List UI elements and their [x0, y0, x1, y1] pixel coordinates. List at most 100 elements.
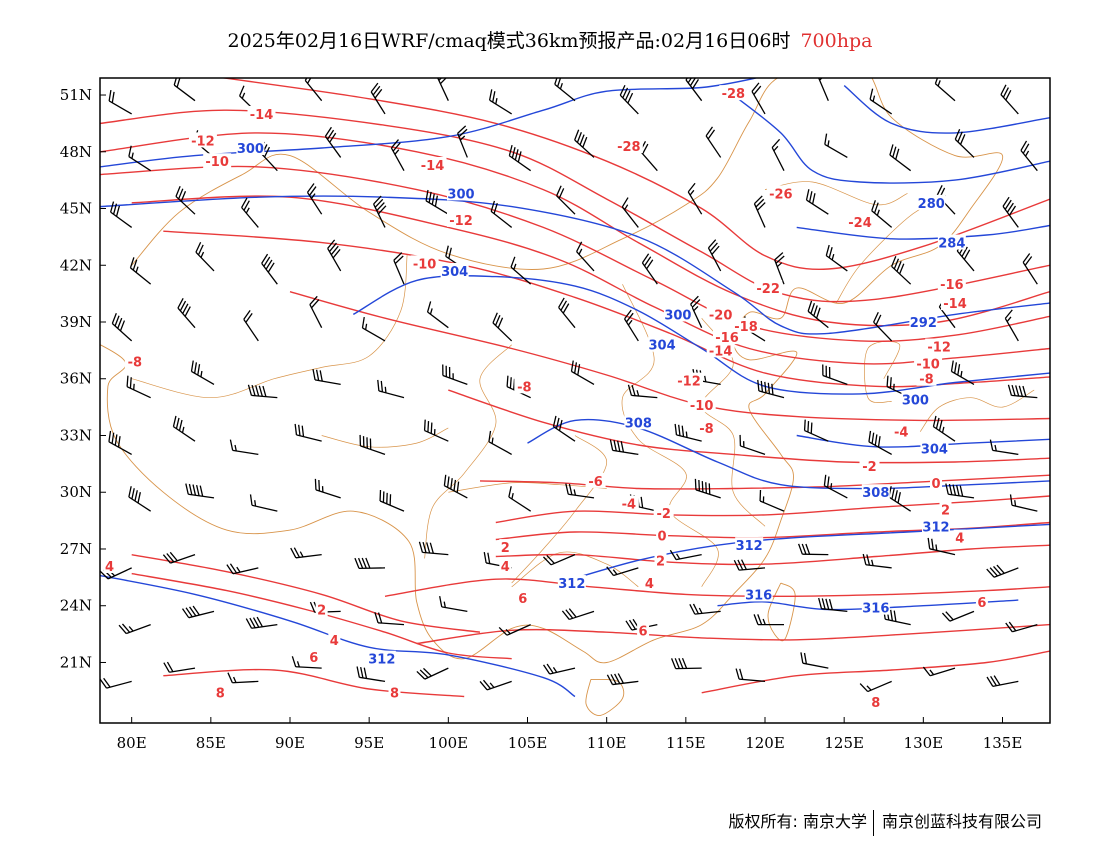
geopotential-label-bg — [557, 575, 586, 591]
geopotential-label: 316 — [745, 588, 772, 603]
temperature-label-bg — [914, 355, 943, 371]
temperature-label-bg — [315, 601, 328, 617]
wind-barb — [304, 78, 323, 102]
geopotential-label-bg — [236, 139, 265, 155]
temperature-label: 4 — [501, 560, 510, 575]
temperature-isotherm — [100, 132, 1050, 327]
wind-barb — [690, 295, 703, 328]
company-text: 南京创蓝科技有限公司 — [881, 812, 1042, 831]
wind-barb — [805, 189, 829, 215]
temperature-label: -22 — [756, 282, 780, 297]
wind-barb — [294, 423, 322, 442]
temperature-label-bg — [754, 279, 783, 295]
temperature-isotherm — [479, 474, 1050, 490]
temperature-label: 4 — [105, 560, 114, 575]
wind-barb — [359, 434, 386, 456]
geopotential-label: 280 — [918, 197, 945, 212]
temperature-label-bg — [388, 684, 401, 700]
wind-barb — [871, 200, 893, 228]
wind-barb — [110, 201, 133, 228]
wind-barb — [312, 368, 341, 386]
temperature-isotherm — [100, 165, 1050, 343]
wind-barb — [986, 564, 1019, 578]
temperature-label-bg — [656, 527, 669, 543]
wind-barb — [418, 541, 449, 556]
temperature-label: -20 — [709, 308, 733, 323]
wind-barb — [314, 478, 341, 499]
temperature-label-bg — [410, 255, 439, 271]
x-tick-label: 90E — [275, 734, 305, 752]
temperature-label-bg — [516, 590, 529, 606]
temperature-label-bg — [447, 211, 475, 227]
temperature-contours — [100, 78, 1050, 698]
wind-barb — [751, 82, 766, 115]
temperature-label-bg — [203, 153, 232, 169]
wind-barb — [354, 557, 386, 570]
wind-barb — [986, 675, 1019, 687]
temperature-label: -4 — [894, 426, 908, 441]
wind-barb — [108, 89, 132, 115]
wind-barb — [488, 89, 513, 115]
wind-barb — [674, 423, 702, 442]
temperature-label-bg — [859, 457, 880, 473]
temperature-label-bg — [675, 372, 703, 388]
temperature-label: -10 — [205, 155, 229, 170]
wind-barb — [226, 563, 259, 575]
temperature-label: -10 — [690, 399, 714, 414]
wind-barb — [416, 667, 449, 680]
temperature-isotherm — [131, 554, 481, 633]
geopotential-isoline — [100, 574, 576, 698]
temperature-label-bg — [916, 370, 937, 386]
wind-barb — [437, 78, 449, 101]
wind-barb — [306, 183, 323, 215]
temperature-label-bg — [713, 329, 741, 345]
wind-barb — [989, 439, 1019, 456]
y-tick-label: 48N — [60, 143, 92, 161]
wind-barb — [108, 430, 132, 455]
temperature-label: 2 — [656, 554, 665, 569]
geopotential-label: 312 — [922, 520, 949, 535]
y-tick-label: 24N — [60, 597, 92, 615]
wind-barb — [100, 677, 132, 689]
wind-barb — [241, 197, 259, 228]
geopotential-label-bg — [909, 314, 938, 330]
temperature-isotherm — [448, 389, 1050, 464]
temperature-label: -8 — [699, 422, 713, 437]
temperature-label: -12 — [191, 134, 215, 149]
geopotential-label-bg — [917, 194, 946, 210]
temperature-label-bg — [846, 213, 874, 229]
wind-barb — [941, 610, 975, 622]
geopotential-label: 308 — [625, 416, 652, 431]
wind-barb — [177, 298, 196, 329]
temperature-label: 4 — [955, 532, 964, 547]
temperature-label: -14 — [943, 297, 967, 312]
temperature-label-bg — [930, 474, 942, 490]
wind-barb — [245, 616, 278, 629]
wind-barb — [442, 364, 468, 386]
wind-barb — [869, 88, 893, 115]
temperature-label: 6 — [977, 596, 986, 611]
wind-barb — [670, 657, 702, 670]
wind-barb — [247, 384, 278, 399]
wind-barb — [950, 360, 975, 385]
wind-barb — [309, 295, 323, 328]
wind-barb — [324, 126, 342, 158]
wind-barb — [859, 680, 892, 693]
temperature-label-bg — [214, 684, 227, 700]
geopotential-label-bg — [648, 336, 677, 352]
wind-barb — [669, 549, 702, 561]
wind-barb — [129, 257, 152, 285]
wind-barb — [807, 300, 829, 329]
geopotential-isoline — [843, 85, 1050, 134]
temperature-label: 8 — [871, 696, 880, 711]
wind-barb — [889, 144, 912, 172]
province-boundary — [448, 482, 607, 493]
temperature-label-bg — [941, 295, 969, 311]
plot-frame — [99, 77, 1051, 724]
wind-barb — [689, 603, 721, 615]
temperature-label-bg — [939, 501, 952, 517]
wind-barb — [705, 126, 722, 158]
geopotential-label-bg — [901, 391, 930, 407]
wind-barb — [510, 256, 532, 285]
